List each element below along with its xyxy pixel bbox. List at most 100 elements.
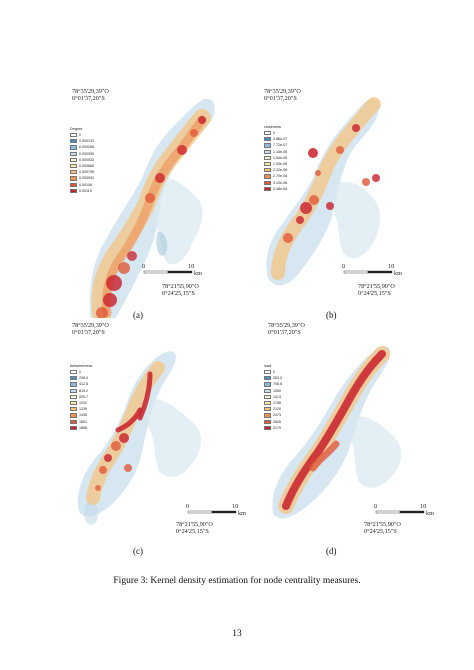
legend-value: 0.000266: [79, 145, 94, 150]
legend-row: 3.86e-07: [264, 136, 287, 142]
legend-swatch: [70, 419, 77, 424]
legend-value: 0.00106: [79, 182, 92, 187]
legend-value: 825.7: [79, 394, 88, 399]
legend-value: 0.000133: [79, 139, 94, 144]
panel-a: 78°35'29,39"O 0°01'37,20"S: [62, 78, 262, 318]
panel-b-scale-start: 0: [342, 263, 346, 270]
legend-swatch: [264, 394, 271, 399]
legend-swatch: [70, 163, 77, 169]
legend-swatch: [264, 376, 271, 381]
panel-c-coord-bottom: 78°21'55,90"O 0°24'25,15"S: [176, 521, 213, 535]
panel-a-label: (a): [133, 310, 143, 320]
legend-row: 0: [264, 369, 282, 375]
panel-d-scale-bar: [375, 510, 425, 514]
panel-b-hotspots: [271, 97, 381, 280]
legend-swatch: [70, 188, 77, 193]
legend-row: 0.000533: [70, 157, 94, 163]
legend-row: 2.70e-06: [264, 173, 287, 179]
panel-b-label: (b): [326, 310, 337, 320]
legend-value: 0.000533: [79, 157, 94, 162]
legend-swatch: [70, 413, 77, 418]
panel-d-scale-start: 0: [374, 503, 378, 510]
panel-d-legend-rows: 0 353.3 706.6 1060 1413 1766 2120 2473 2826 3179: [264, 369, 282, 431]
panel-a-density-map: [89, 98, 215, 318]
panel-d-density-map: [272, 346, 425, 519]
legend-value: 1032: [79, 401, 87, 406]
legend-swatch: [70, 425, 77, 430]
legend-swatch: [70, 400, 77, 406]
legend-swatch: [70, 157, 77, 162]
panel-b-coord-top: 78°35'29,39"O 0°01'37,20"S: [264, 88, 301, 102]
legend-value: 412.8: [79, 382, 88, 387]
legend-swatch: [264, 407, 271, 412]
legend-row: 0.000266: [70, 144, 94, 150]
legend-value: 2.70e-06: [273, 174, 288, 179]
legend-value: 1651: [79, 419, 87, 424]
legend-value: 353.3: [273, 376, 282, 381]
legend-swatch: [264, 419, 271, 424]
legend-value: 3.48e-06: [273, 186, 288, 191]
legend-swatch: [264, 168, 271, 173]
legend-value: 0.000932: [79, 176, 94, 181]
legend-swatch: [264, 180, 271, 185]
legend-row: 619.2: [70, 388, 92, 394]
panel-b-scale-end: 10: [388, 263, 395, 270]
legend-value: 1445: [79, 413, 87, 418]
panel-d: 78°35'29,39"O 0°01'37,20"S load 0 353.3 706…: [258, 318, 458, 558]
legend-row: 2826: [264, 419, 282, 425]
legend-value: 0.00119: [79, 188, 92, 193]
panel-d-legend-title: load: [264, 364, 272, 368]
legend-row: 1.16e-06: [264, 149, 287, 155]
legend-swatch: [264, 186, 271, 191]
legend-row: 206.4: [70, 375, 92, 381]
legend-swatch: [264, 400, 271, 406]
panel-b-legend: closeness 0 3.86e-07 7.72e-07 1.16e-06 1.54e…: [264, 125, 287, 192]
panel-a-legend: Degree 0 0.000133 0.000266 0.000399 0.000533…: [70, 127, 94, 194]
legend-swatch: [264, 137, 271, 142]
legend-swatch: [264, 382, 271, 387]
legend-value: 2120: [273, 407, 281, 412]
legend-swatch: [70, 407, 77, 412]
panel-a-hotspots: [91, 109, 211, 318]
legend-value: 2473: [273, 413, 281, 418]
legend-value: 1858: [79, 425, 87, 430]
panel-c-coord-top: 78°35'29,39"O 0°01'37,20"S: [72, 322, 109, 336]
panel-c-label: (c): [133, 546, 143, 556]
panel-a-scale-unit: km: [194, 270, 202, 277]
panel-c-legend-rows: 0 206.4 412.8 619.2 825.7 1032 1239 1445 1651 185…: [70, 369, 92, 431]
panel-d-hotspots: [278, 346, 390, 514]
legend-row: 2120: [264, 406, 282, 412]
legend-swatch: [264, 143, 271, 148]
legend-row: 2473: [264, 412, 282, 418]
legend-row: 1766: [264, 400, 282, 406]
legend-row: 3.48e-06: [264, 186, 287, 192]
legend-swatch: [70, 139, 77, 144]
panel-b-scale-unit: km: [394, 270, 402, 277]
legend-value: 706.6: [273, 382, 282, 387]
legend-row: 3.10e-06: [264, 180, 287, 186]
legend-swatch: [264, 161, 271, 167]
legend-row: 0.000399: [70, 151, 94, 157]
legend-row: 2.32e-06: [264, 167, 287, 173]
legend-row: 1651: [70, 419, 92, 425]
legend-row: 1.54e-06: [264, 155, 287, 161]
legend-row: 1413: [264, 394, 282, 400]
legend-swatch: [70, 182, 77, 187]
panel-a-scale-start: 0: [142, 263, 146, 270]
legend-row: 0: [70, 132, 94, 138]
legend-row: 825.7: [70, 394, 92, 400]
legend-swatch: [70, 176, 77, 181]
legend-value: 0: [79, 370, 81, 375]
panel-b-legend-title: closeness: [264, 125, 281, 129]
legend-row: 412.8: [70, 381, 92, 387]
legend-swatch: [264, 155, 271, 160]
legend-row: 1.93e-06: [264, 161, 287, 167]
panel-a-coord-top: 78°35'29,39"O 0°01'37,20"S: [72, 88, 109, 102]
panel-d-coord-top: 78°35'29,39"O 0°01'37,20"S: [268, 322, 305, 336]
figure-caption: Figure 3: Kernel density estimation for …: [113, 576, 361, 586]
legend-value: 3.86e-07: [273, 137, 288, 142]
panel-b-scale-bar: [343, 270, 393, 274]
legend-swatch: [70, 376, 77, 381]
legend-swatch: [70, 170, 77, 175]
panel-a-scale-bar: [143, 270, 193, 274]
